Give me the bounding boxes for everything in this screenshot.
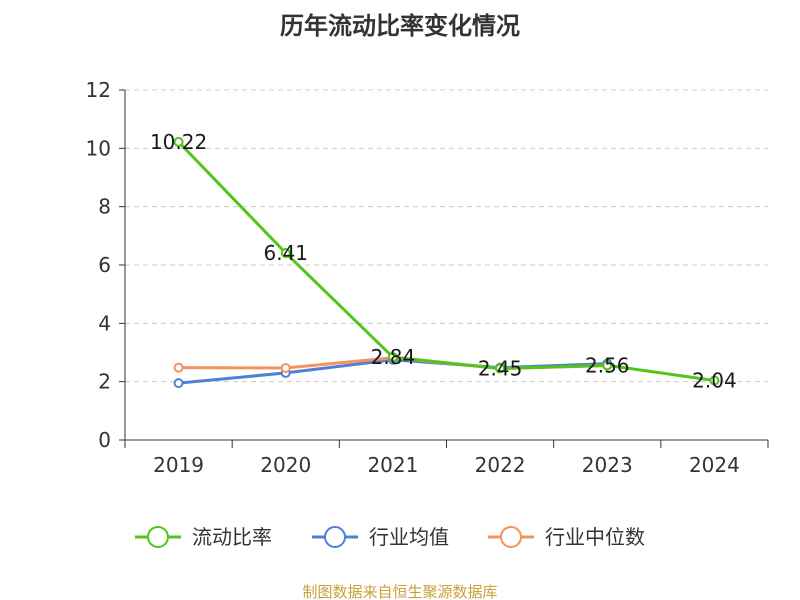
data-point — [173, 136, 184, 147]
legend-item-2[interactable]: 行业中位数 — [488, 525, 645, 549]
legend-label: 行业中位数 — [545, 525, 645, 549]
x-tick-label: 2024 — [689, 453, 740, 477]
y-tick-label: 0 — [98, 428, 111, 452]
axes — [124, 90, 768, 441]
chart-title: 历年流动比率变化情况 — [280, 12, 520, 40]
y-tick-label: 12 — [86, 78, 111, 102]
x-tick-label: 2023 — [582, 453, 633, 477]
y-tick-label: 8 — [98, 195, 111, 219]
x-tick-label: 2020 — [260, 453, 311, 477]
data-point — [709, 375, 720, 386]
data-point — [602, 360, 613, 371]
x-tick-label: 2022 — [475, 453, 526, 477]
series-points — [173, 136, 720, 389]
series-line-0 — [177, 140, 715, 382]
data-point — [173, 362, 184, 373]
x-tick-label: 2019 — [153, 453, 204, 477]
y-tick-label: 6 — [98, 253, 111, 277]
legend-marker — [147, 526, 169, 548]
data-point — [173, 378, 184, 389]
data-label: 6.41 — [263, 241, 308, 265]
x-axis-ticks: 2019 2020 2021 2022 2023 2024 — [124, 440, 769, 477]
data-point — [280, 362, 291, 373]
y-tick-label: 4 — [98, 311, 111, 335]
legend-marker — [500, 526, 522, 548]
legend[interactable]: 流动比率 行业均值 行业中位数 — [135, 525, 645, 549]
data-label: 2.56 — [585, 353, 630, 377]
data-point — [280, 248, 291, 259]
data-label: 2.04 — [692, 369, 737, 393]
legend-label: 流动比率 — [192, 525, 272, 549]
y-axis-ticks: 0 2 4 6 8 10 12 — [86, 78, 125, 452]
data-point — [387, 352, 398, 363]
data-label: 10.22 — [150, 130, 207, 154]
data-label: 2.84 — [371, 345, 416, 369]
data-labels: 10.22 6.41 2.84 2.45 2.56 2.04 — [150, 130, 737, 393]
legend-marker — [324, 526, 346, 548]
legend-item-0[interactable]: 流动比率 — [135, 525, 272, 549]
gridlines — [125, 89, 768, 383]
source-note: 制图数据来自恒生聚源数据库 — [302, 583, 497, 600]
data-label: 2.45 — [478, 357, 523, 381]
y-tick-label: 2 — [98, 370, 111, 394]
y-tick-label: 10 — [86, 136, 111, 160]
data-point — [495, 363, 506, 374]
series-lines — [177, 140, 715, 385]
legend-item-1[interactable]: 行业均值 — [312, 525, 449, 549]
x-tick-label: 2021 — [367, 453, 418, 477]
legend-label: 行业均值 — [369, 525, 449, 549]
